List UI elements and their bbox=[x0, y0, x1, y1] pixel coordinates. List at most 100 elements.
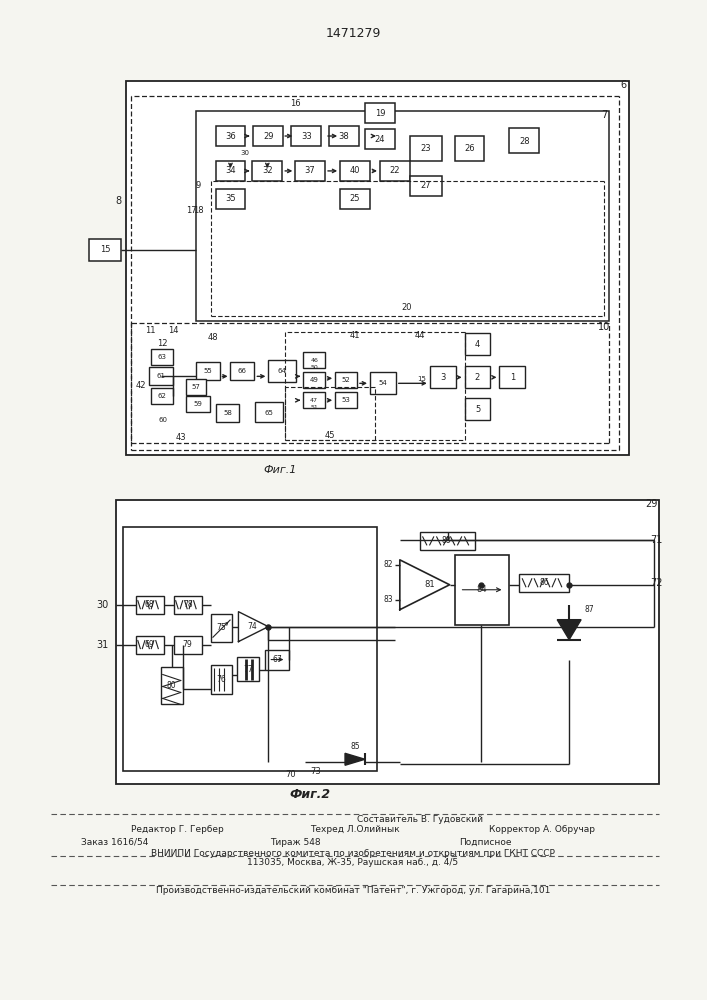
Bar bbox=[455, 555, 509, 625]
Bar bbox=[365, 129, 395, 149]
Bar bbox=[126, 81, 629, 455]
Bar bbox=[151, 349, 173, 365]
Text: 6: 6 bbox=[621, 80, 627, 90]
Bar bbox=[370, 372, 396, 394]
Text: 30: 30 bbox=[240, 150, 249, 156]
Bar bbox=[211, 665, 233, 694]
Text: 67: 67 bbox=[272, 655, 282, 664]
Text: 25: 25 bbox=[350, 194, 361, 203]
Text: 1: 1 bbox=[510, 373, 515, 382]
Text: 37: 37 bbox=[305, 166, 315, 175]
Text: 36: 36 bbox=[225, 132, 236, 141]
Text: 82: 82 bbox=[383, 560, 393, 569]
Text: 44: 44 bbox=[414, 331, 425, 340]
Text: Фиг.2: Фиг.2 bbox=[290, 788, 331, 801]
Bar bbox=[136, 636, 164, 654]
Bar bbox=[455, 136, 484, 161]
Text: 69: 69 bbox=[145, 640, 155, 649]
Text: 24: 24 bbox=[375, 135, 385, 144]
Text: 78: 78 bbox=[183, 600, 192, 609]
Text: 83: 83 bbox=[383, 595, 393, 604]
Text: 38: 38 bbox=[339, 132, 349, 141]
Text: 2: 2 bbox=[475, 373, 480, 382]
Text: 17: 17 bbox=[186, 206, 197, 215]
Bar bbox=[410, 136, 442, 161]
Text: 62: 62 bbox=[158, 393, 166, 399]
Text: 40: 40 bbox=[350, 166, 361, 175]
Text: 1471279: 1471279 bbox=[325, 27, 380, 40]
Text: 29: 29 bbox=[645, 499, 658, 509]
Text: 86: 86 bbox=[539, 578, 549, 587]
Polygon shape bbox=[238, 612, 269, 642]
Text: 3: 3 bbox=[440, 373, 445, 382]
Text: Производственно-издательский комбинат "Патент", г. Ужгород, ул. Гагарина,101: Производственно-издательский комбинат "П… bbox=[156, 886, 550, 895]
Text: 26: 26 bbox=[464, 144, 475, 153]
Text: 52: 52 bbox=[341, 377, 351, 383]
Bar bbox=[340, 161, 370, 181]
Bar bbox=[464, 366, 491, 388]
Text: 8: 8 bbox=[116, 196, 122, 206]
Bar bbox=[216, 404, 240, 422]
Bar bbox=[136, 596, 164, 614]
Text: 9: 9 bbox=[196, 181, 201, 190]
Bar bbox=[116, 500, 659, 784]
Bar bbox=[174, 636, 201, 654]
Bar bbox=[296, 161, 325, 181]
Text: 63: 63 bbox=[157, 354, 166, 360]
Text: 71: 71 bbox=[650, 535, 663, 545]
Text: 16: 16 bbox=[290, 99, 300, 108]
Text: 55: 55 bbox=[203, 368, 212, 374]
Text: 42: 42 bbox=[136, 381, 146, 390]
Bar bbox=[160, 667, 182, 704]
Bar bbox=[365, 103, 395, 123]
Bar bbox=[211, 614, 233, 642]
Text: 59: 59 bbox=[193, 401, 202, 407]
Text: 65: 65 bbox=[265, 410, 274, 416]
Text: 15: 15 bbox=[417, 376, 426, 382]
Bar bbox=[335, 372, 357, 388]
Text: 60: 60 bbox=[158, 417, 168, 423]
Bar bbox=[123, 527, 377, 771]
Text: 72: 72 bbox=[650, 578, 663, 588]
Bar bbox=[303, 352, 325, 368]
Text: Тираж 548: Тираж 548 bbox=[270, 838, 321, 847]
Text: 5: 5 bbox=[475, 405, 480, 414]
Bar bbox=[216, 189, 245, 209]
Text: Подписное: Подписное bbox=[460, 838, 512, 847]
Text: 54: 54 bbox=[378, 380, 387, 386]
Text: Фиг.1: Фиг.1 bbox=[264, 465, 297, 475]
Text: 57: 57 bbox=[191, 384, 200, 390]
Text: 11: 11 bbox=[146, 326, 156, 335]
Bar bbox=[252, 161, 282, 181]
Text: 15: 15 bbox=[100, 245, 110, 254]
Text: 19: 19 bbox=[375, 109, 385, 118]
Text: 12: 12 bbox=[158, 339, 168, 348]
Text: 74: 74 bbox=[247, 622, 257, 631]
Text: 87: 87 bbox=[584, 605, 594, 614]
Polygon shape bbox=[345, 753, 365, 765]
Text: 58: 58 bbox=[223, 410, 232, 416]
Bar bbox=[520, 574, 569, 592]
Bar bbox=[186, 379, 206, 395]
Bar bbox=[329, 126, 359, 146]
Bar bbox=[509, 128, 539, 153]
Text: 79: 79 bbox=[183, 640, 192, 649]
Text: 28: 28 bbox=[519, 136, 530, 145]
Bar bbox=[464, 333, 491, 355]
Text: 53: 53 bbox=[341, 397, 351, 403]
Text: 27: 27 bbox=[421, 181, 431, 190]
Bar bbox=[499, 366, 525, 388]
Text: 75: 75 bbox=[216, 623, 226, 632]
Bar bbox=[238, 657, 259, 681]
Bar bbox=[216, 161, 245, 181]
Text: 81: 81 bbox=[424, 580, 435, 589]
Text: 49: 49 bbox=[310, 377, 319, 383]
Text: 76: 76 bbox=[216, 675, 226, 684]
Text: 32: 32 bbox=[262, 166, 273, 175]
Text: 77: 77 bbox=[243, 665, 253, 674]
Bar bbox=[430, 366, 455, 388]
Text: ВНИИПИ Государственного комитета по изобретениям и открытиям при ГКНТ СССР: ВНИИПИ Государственного комитета по изоб… bbox=[151, 849, 555, 858]
Bar bbox=[265, 650, 289, 670]
Text: 84: 84 bbox=[477, 585, 487, 594]
Polygon shape bbox=[557, 620, 581, 640]
